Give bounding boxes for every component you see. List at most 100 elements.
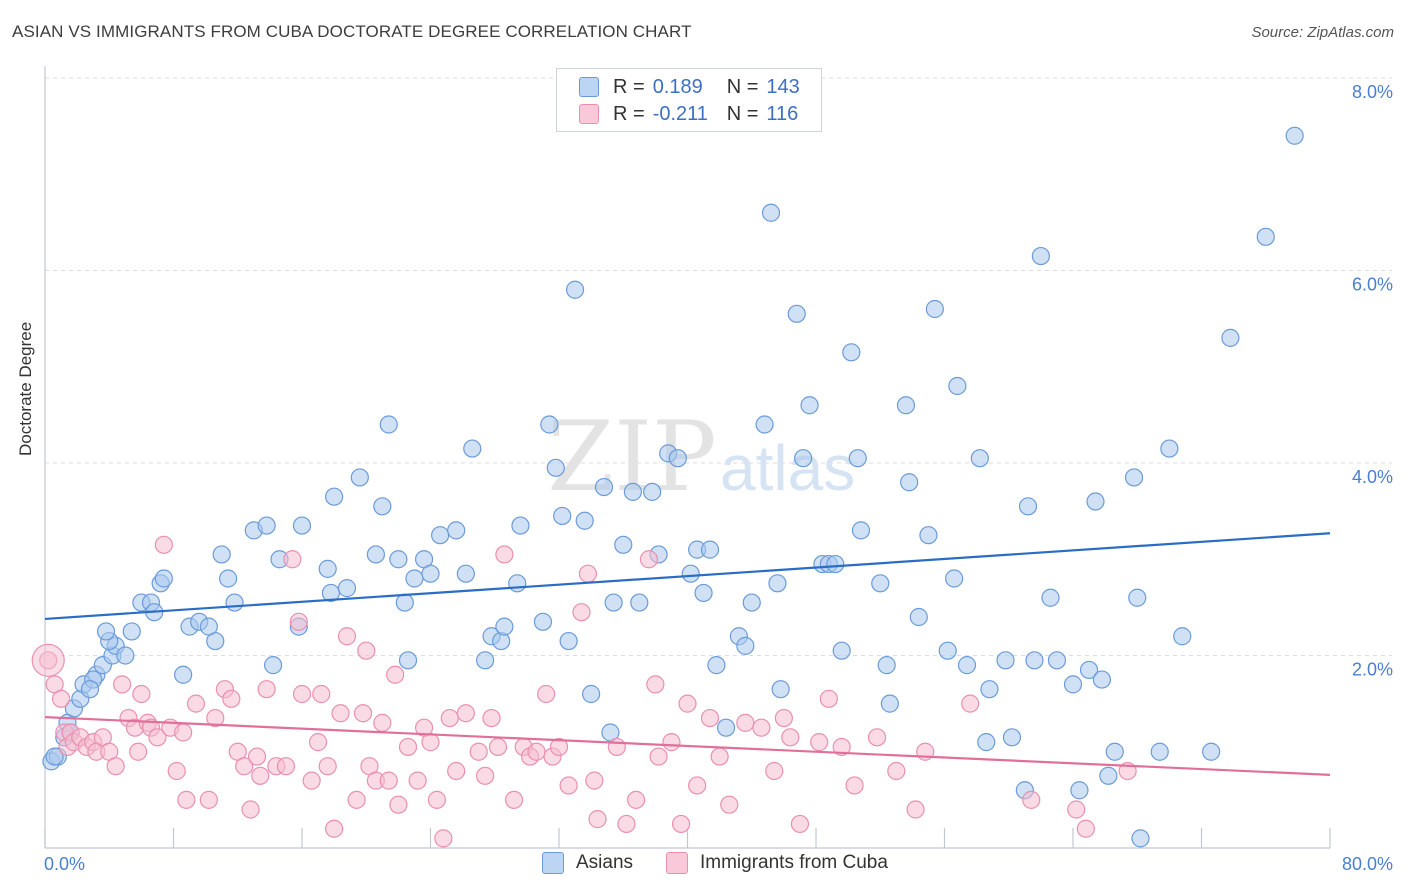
data-point-asian (318, 559, 337, 578)
data-point-asian (325, 487, 344, 506)
data-point-asian (1131, 829, 1150, 848)
data-point-asian (957, 656, 977, 675)
data-point-cuba (790, 814, 810, 834)
data-point-asian (643, 482, 662, 501)
data-point-cuba (318, 757, 337, 776)
data-point-asian (848, 449, 867, 468)
data-point-cuba (129, 742, 148, 761)
legend-r-label: R = (613, 102, 645, 125)
legend-row-cuba: R = -0.211 N = 116 (579, 102, 798, 126)
data-point-asian (909, 607, 928, 627)
data-point-asian (174, 665, 193, 684)
data-point-asian (405, 569, 424, 588)
data-point-cuba (132, 684, 151, 704)
data-point-asian (508, 574, 527, 593)
data-point-asian (582, 684, 601, 704)
data-point-cuba (781, 728, 800, 747)
data-point-asian (1160, 439, 1179, 458)
x-tick-label: 0.0% (44, 854, 85, 874)
data-point-asian (614, 535, 633, 554)
data-point-asian (379, 415, 398, 434)
chart-title: ASIAN VS IMMIGRANTS FROM CUBA DOCTORATE … (12, 22, 692, 41)
data-point-cuba (289, 612, 308, 631)
data-point-cuba (325, 819, 344, 838)
data-point-cuba (312, 684, 331, 704)
y-tick-label: 2.0% (1352, 660, 1393, 680)
data-point-asian (495, 617, 514, 636)
data-point-asian (700, 540, 720, 559)
data-point-asian (373, 497, 392, 516)
data-point-asian (350, 468, 369, 487)
data-point-cuba (199, 790, 218, 809)
data-point-cuba (353, 704, 373, 723)
data-point-cuba (302, 771, 321, 790)
legend-r-value: 0.189 (652, 75, 703, 98)
data-point-asian (623, 482, 642, 501)
data-point-cuba (819, 689, 838, 708)
data-point-cuba (710, 747, 729, 766)
data-point-asian (768, 574, 787, 593)
data-point-asian (1047, 651, 1067, 670)
data-point-asian (1031, 246, 1050, 266)
data-point-asian (447, 521, 466, 540)
data-point-cuba (906, 800, 925, 819)
data-point-asian (1202, 742, 1221, 761)
data-point-asian (877, 656, 896, 675)
data-point-asian (736, 636, 755, 655)
trend-lines (44, 532, 1331, 776)
legend-item-cuba: Immigrants from Cuba (666, 852, 888, 874)
data-point-cuba (700, 708, 720, 728)
data-point-cuba (347, 790, 366, 809)
data-point-cuba (292, 684, 312, 704)
data-point-asian (463, 439, 482, 458)
data-point-asian (257, 516, 276, 535)
data-point-asian (398, 651, 418, 670)
data-point-asian (1099, 766, 1118, 785)
data-point-cuba (177, 790, 196, 809)
data-point-asian (761, 203, 781, 222)
data-point-asian (1221, 328, 1240, 347)
data-point-cuba (373, 713, 392, 732)
data-point-asian (630, 593, 649, 612)
data-point-cuba (752, 718, 771, 737)
data-point-asian (1092, 670, 1112, 689)
data-point-asian (1018, 497, 1038, 516)
data-point-cuba (720, 795, 739, 814)
data-point-asian (421, 564, 440, 583)
data-point-cuba (736, 713, 755, 732)
trend-line-cuba (44, 716, 1331, 776)
data-point-cuba-large (31, 643, 65, 677)
y-tick-label: 8.0% (1352, 82, 1393, 102)
legend-n-value: 116 (766, 102, 799, 125)
data-point-cuba (688, 776, 707, 795)
data-point-asian (366, 545, 385, 564)
data-point-asian (980, 680, 999, 699)
data-point-asian (476, 651, 495, 670)
data-point-cuba (186, 694, 206, 713)
data-point-asian (219, 569, 238, 588)
data-point-asian (851, 521, 871, 540)
data-point-cuba (51, 689, 71, 708)
data-point-cuba (832, 737, 851, 757)
data-point-cuba (398, 737, 418, 757)
x-tick-label: 80.0% (1342, 854, 1393, 874)
data-point-asian (1105, 742, 1124, 761)
data-point-asian (787, 304, 806, 323)
watermark-atlas: atlas (720, 432, 855, 504)
data-point-cuba (247, 747, 267, 766)
data-point-cuba (447, 761, 466, 781)
data-point-asian (948, 376, 967, 396)
data-point-cuba (482, 708, 501, 728)
data-point-cuba (148, 728, 167, 747)
data-point-cuba (617, 814, 636, 834)
data-point-cuba (112, 675, 132, 694)
data-point-asian (604, 593, 623, 612)
data-point-asian (1070, 781, 1089, 800)
data-point-asian (900, 473, 919, 492)
data-point-asian (511, 516, 530, 535)
data-point-asian (742, 593, 761, 612)
legend: R = 0.189 N = 143 R = -0.211 N = 116 (556, 68, 822, 132)
data-point-asian (1124, 468, 1144, 487)
data-point-asian (45, 747, 64, 766)
data-point-cuba (308, 733, 328, 752)
